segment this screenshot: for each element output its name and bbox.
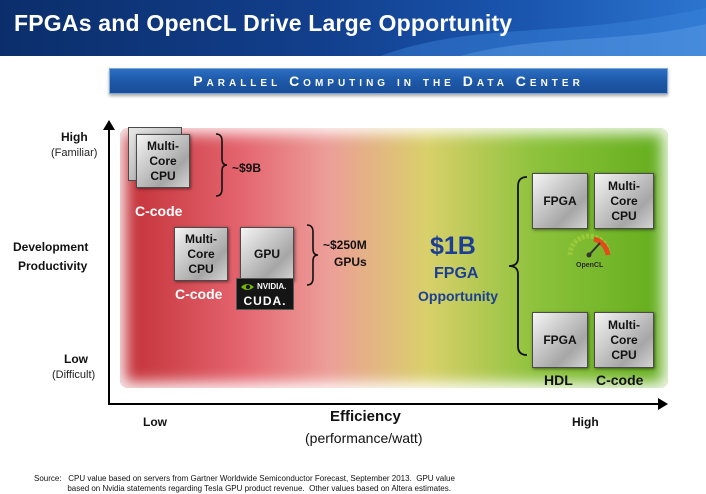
cpu-chip-mid: Multi-Core CPU (174, 227, 228, 281)
nvidia-eye-icon (241, 284, 254, 290)
opportunity-value: $1B (430, 232, 476, 260)
chip-label-line2: CPU (611, 208, 637, 223)
x-axis-sub-label: (performance/watt) (305, 430, 423, 446)
value-gpus: GPUs (334, 255, 367, 269)
chip-label-line2: CPU (611, 347, 637, 362)
fpga-chip-bottom-label: FPGA (543, 332, 577, 347)
gpu-chip: GPU (240, 227, 294, 281)
cuda-text: CUDA. (243, 294, 287, 308)
x-axis-label: Efficiency (330, 408, 401, 425)
y-axis-label-line1: Development (13, 240, 89, 254)
page-title: FPGAs and OpenCL Drive Large Opportunity (14, 10, 513, 36)
y-axis-arrow-icon (103, 120, 115, 130)
hdl-label: HDL (544, 372, 573, 388)
right-code-label: C-code (596, 372, 644, 388)
source-line1: Source: CPU value based on servers from … (34, 474, 455, 483)
opportunity-fpga: FPGA (434, 265, 479, 282)
bracket-opportunity-icon (508, 176, 528, 356)
chip-label-line1: Multi-Core (147, 138, 179, 168)
opencl-text: OpenCL (576, 262, 604, 269)
cpu-chip-top: Multi-Core CPU (136, 134, 190, 188)
header-bar: FPGAs and OpenCL Drive Large Opportunity (0, 0, 706, 56)
fpga-chip-top-label: FPGA (543, 193, 577, 208)
chip-label-line1: Multi-Core (185, 231, 217, 261)
opportunity-label: Opportunity (418, 288, 499, 304)
value-250m: ~$250M (323, 238, 367, 252)
cuda-badge: NVIDIA. CUDA. (236, 278, 294, 310)
bracket-9b-icon (215, 133, 228, 197)
cuda-brand-text: NVIDIA. (257, 282, 287, 291)
y-axis-low-sub: (Difficult) (52, 369, 96, 381)
y-axis-high-label: High (61, 130, 88, 144)
value-9b: ~$9B (232, 161, 262, 175)
chip-label-line2: CPU (150, 168, 176, 183)
chip-label-line2: CPU (188, 261, 214, 276)
source-note: Source: CPU value based on servers from … (34, 474, 455, 494)
section-banner: Parallel Computing in the Data Center (109, 68, 668, 94)
header-wave-graphic (380, 8, 706, 56)
y-axis-high-sub: (Familiar) (51, 147, 98, 159)
cpu-top-code-label: C-code (135, 203, 183, 219)
cpu-chip-right-bottom: Multi-Core CPU (594, 312, 654, 368)
x-axis-arrow-icon (658, 398, 668, 410)
y-axis-line (108, 128, 110, 404)
x-axis-high-label: High (572, 415, 599, 429)
bracket-250m-icon (306, 224, 319, 286)
y-axis-label-line2: Productivity (18, 259, 88, 273)
y-axis-low-label: Low (64, 352, 88, 366)
mid-code-label: C-code (175, 286, 223, 302)
x-axis-low-label: Low (143, 415, 167, 429)
cpu-chip-right-top: Multi-Core CPU (594, 173, 654, 229)
source-line2: based on Nvidia statements regarding Tes… (34, 484, 451, 493)
fpga-chip-bottom: FPGA (532, 312, 588, 368)
banner-text: Parallel Computing in the Data Center (193, 73, 584, 89)
chip-label-line1: Multi-Core (608, 178, 640, 208)
gpu-chip-label: GPU (253, 246, 280, 261)
opencl-logo-icon (567, 233, 611, 258)
fpga-chip-top: FPGA (532, 173, 588, 229)
chip-label-line1: Multi-Core (608, 317, 640, 347)
x-axis-line (108, 403, 660, 405)
